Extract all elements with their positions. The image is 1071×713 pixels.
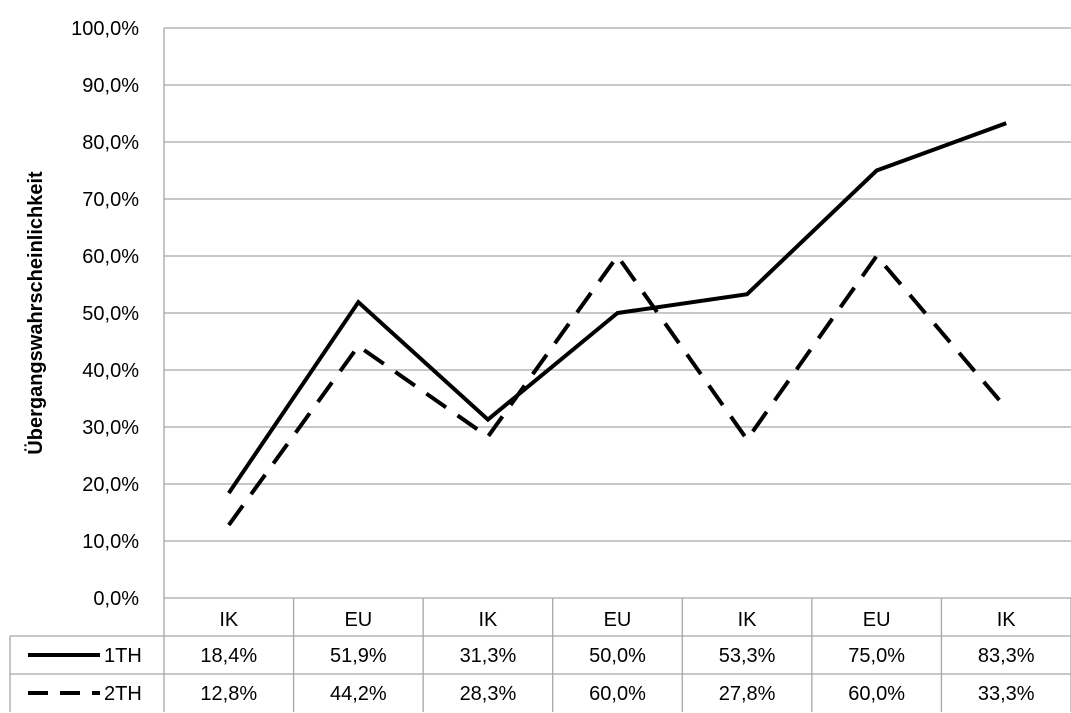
data-table-cell: 31,3% <box>460 645 517 667</box>
series-line-2th <box>227 252 1008 527</box>
y-tick-label: 20,0% <box>82 474 139 496</box>
y-tick-label: 30,0% <box>82 417 139 439</box>
x-tick-label: EU <box>604 609 632 631</box>
y-tick-label: 60,0% <box>82 246 139 268</box>
y-axis-label: Übergangswahrscheinlichkeit <box>24 171 47 455</box>
data-table-cell: 18,4% <box>200 645 257 667</box>
series-line-1th <box>227 121 1007 495</box>
legend-label: 2TH <box>104 683 142 705</box>
data-table-cell: 33,3% <box>978 683 1035 705</box>
data-table-cell: 12,8% <box>200 683 257 705</box>
x-tick-label: IK <box>478 609 498 631</box>
data-table-cell: 60,0% <box>589 683 646 705</box>
y-tick-label: 100,0% <box>71 18 139 40</box>
y-tick-label: 80,0% <box>82 132 139 154</box>
data-table-cell: 60,0% <box>848 683 905 705</box>
data-table-cell: 27,8% <box>719 683 776 705</box>
data-table-cell: 28,3% <box>460 683 517 705</box>
y-tick-label: 70,0% <box>82 189 139 211</box>
data-table: 1TH 18,4% 51,9% 31,3% 50,0% 53,3% 75,0% 83,3% 2T… <box>28 645 1035 705</box>
y-tick-label: 0,0% <box>93 588 139 610</box>
data-table-cell: 44,2% <box>330 683 387 705</box>
x-tick-label: EU <box>863 609 891 631</box>
y-tick-label: 10,0% <box>82 531 139 553</box>
data-table-cell: 51,9% <box>330 645 387 667</box>
plot-frame <box>9 28 1071 712</box>
x-tick-label: IK <box>997 609 1017 631</box>
x-tick-label: IK <box>219 609 239 631</box>
y-tick-label: 50,0% <box>82 303 139 325</box>
y-tick-label: 40,0% <box>82 360 139 382</box>
series-lines <box>227 121 1008 527</box>
data-table-cell: 53,3% <box>719 645 776 667</box>
y-tick-label: 90,0% <box>82 75 139 97</box>
x-tick-label: IK <box>738 609 758 631</box>
x-tick-label: EU <box>344 609 372 631</box>
x-axis-categories: IK EU IK EU IK EU IK <box>219 609 1016 631</box>
legend-label: 1TH <box>104 645 142 667</box>
data-table-cell: 75,0% <box>848 645 905 667</box>
y-axis-ticks: 0,0% 10,0% 20,0% 30,0% 40,0% 50,0% 60,0% 70,0% 8… <box>71 18 139 610</box>
data-table-cell: 83,3% <box>978 645 1035 667</box>
data-table-cell: 50,0% <box>589 645 646 667</box>
